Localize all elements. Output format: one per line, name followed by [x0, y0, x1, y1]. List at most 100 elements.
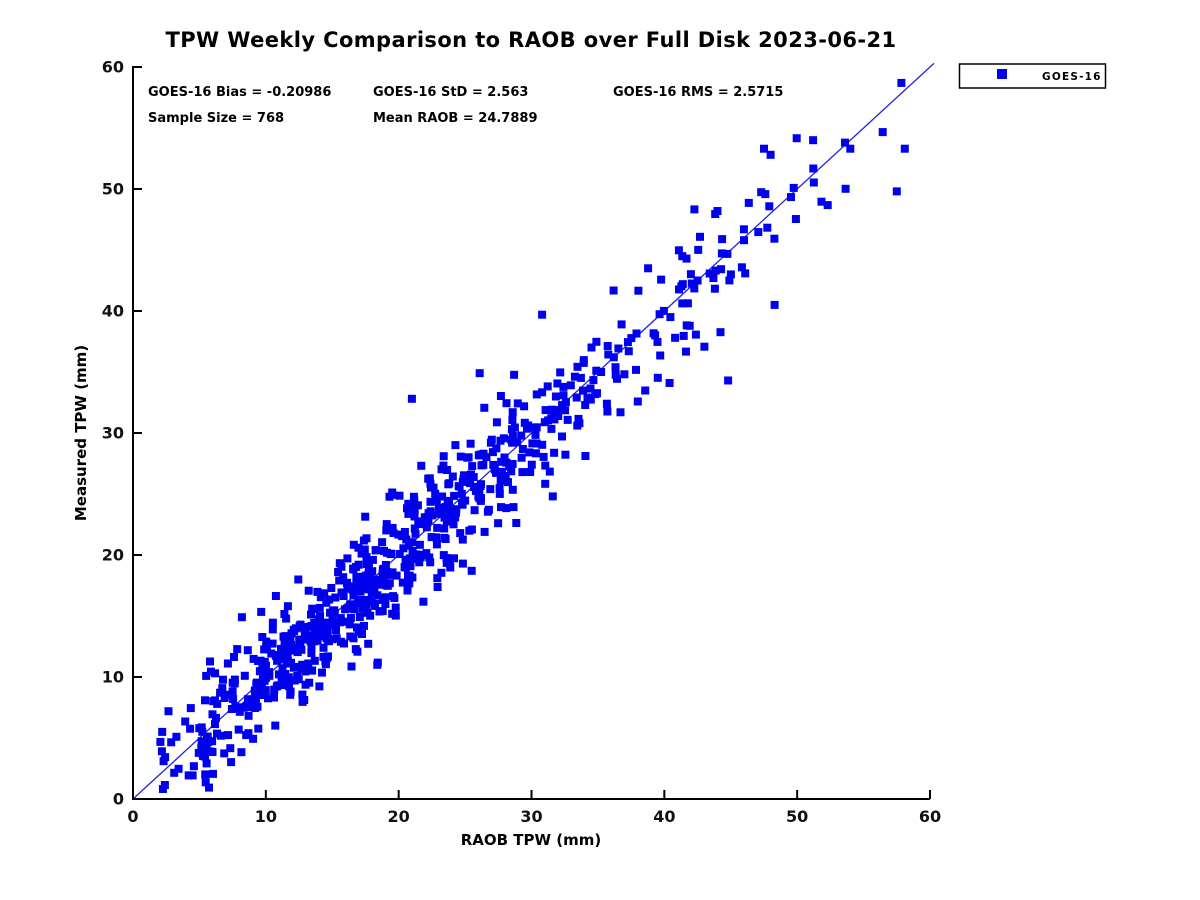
scatter-point [526, 468, 535, 476]
scatter-point [401, 555, 410, 564]
scatter-point [220, 749, 229, 758]
scatter-point [289, 663, 298, 672]
scatter-point [203, 732, 212, 741]
scatter-point [480, 403, 489, 412]
scatter-point [507, 425, 516, 434]
scatter-point [657, 275, 666, 284]
scatter-point [841, 138, 849, 147]
scatter-point [223, 659, 232, 668]
scatter-point [439, 452, 448, 461]
y-tick-label: 50 [102, 180, 124, 199]
scatter-point [198, 751, 207, 760]
scatter-point [427, 533, 436, 542]
scatter-point [340, 639, 348, 648]
scatter-point [368, 567, 377, 576]
scatter-point [690, 284, 699, 293]
scatter-point [655, 310, 664, 319]
scatter-point [382, 526, 391, 535]
scatter-point [301, 667, 310, 676]
scatter-point [285, 682, 293, 691]
y-tick-label: 10 [102, 668, 124, 687]
scatter-point [161, 753, 170, 762]
scatter-point [262, 637, 271, 646]
scatter-point [237, 748, 246, 757]
scatter-point [206, 747, 215, 756]
scatter-point [737, 263, 746, 272]
scatter-point [665, 379, 674, 387]
scatter-point [328, 635, 337, 644]
scatter-point [379, 564, 388, 573]
scatter-point [271, 592, 280, 600]
stat-bias: GOES-16 Bias = -0.20986 [148, 85, 331, 100]
scatter-point [445, 479, 454, 488]
scatter-point [343, 578, 351, 587]
scatter-point [407, 394, 416, 403]
scatter-point [548, 492, 557, 501]
scatter-point [502, 458, 511, 467]
scatter-point [439, 551, 448, 560]
scatter-point [202, 671, 211, 680]
scatter-point [346, 600, 355, 609]
scatter-point [624, 347, 633, 356]
scatter-point [475, 369, 484, 378]
scatter-point [261, 669, 270, 678]
scatter-point [517, 431, 526, 440]
scatter-point [458, 500, 466, 509]
scatter-point [477, 494, 485, 503]
scatter-point [242, 701, 251, 710]
scatter-point [456, 452, 465, 461]
scatter-point [347, 582, 356, 591]
scatter-point [297, 664, 306, 673]
scatter-point [556, 368, 565, 377]
scatter-point [543, 382, 552, 391]
scatter-point [353, 647, 362, 656]
scatter-point [579, 356, 588, 365]
scatter-point [234, 725, 243, 734]
scatter-point [415, 520, 424, 529]
scatter-point [576, 373, 585, 382]
scatter-point [892, 187, 901, 196]
scatter-point [480, 527, 489, 536]
scatter-point [602, 399, 611, 408]
scatter-point [186, 724, 195, 733]
scatter-point [497, 471, 506, 479]
scatter-point [538, 310, 547, 319]
scatter-point [359, 536, 368, 545]
scatter-point [328, 615, 337, 624]
scatter-point [760, 144, 768, 153]
scatter-point [757, 188, 766, 197]
scatter-point [297, 645, 306, 654]
scatter-point [364, 562, 373, 571]
scatter-point [391, 603, 400, 612]
scatter-point [443, 466, 452, 474]
scatter-point [353, 623, 361, 632]
scatter-point [378, 538, 387, 547]
scatter-point [495, 489, 504, 498]
scatter-point [592, 366, 601, 375]
scatter-point [218, 684, 227, 693]
scatter-point [446, 563, 455, 572]
scatter-point [541, 479, 550, 488]
scatter-point [659, 306, 668, 315]
scatter-point [741, 269, 750, 278]
scatter-point [357, 582, 366, 591]
scatter-point [336, 614, 345, 623]
plot-area [132, 62, 935, 800]
scatter-point [262, 673, 271, 682]
scatter-point [897, 78, 906, 87]
scatter-point [388, 523, 397, 532]
scatter-point [378, 569, 387, 578]
scatter-point [272, 651, 281, 660]
scatter-point [307, 649, 316, 657]
scatter-point [361, 600, 370, 609]
scatter-point [243, 646, 252, 655]
scatter-point [437, 568, 446, 577]
scatter-point [507, 467, 516, 476]
scatter-point [388, 609, 397, 618]
scatter-point [388, 490, 397, 499]
scatter-point [209, 769, 217, 778]
scatter-point [318, 668, 326, 677]
scatter-point [230, 653, 238, 661]
scatter-point [387, 570, 395, 579]
scatter-point [504, 478, 512, 487]
